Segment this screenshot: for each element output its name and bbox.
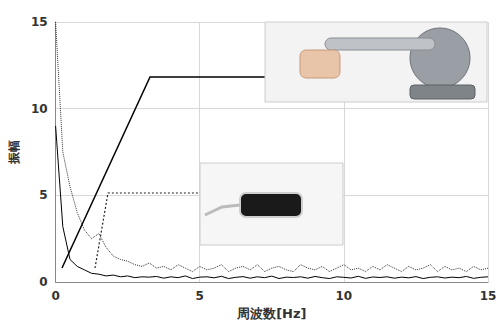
- svg-text:5: 5: [196, 289, 204, 303]
- svg-text:周波数[Hz]: 周波数[Hz]: [236, 306, 306, 321]
- svg-text:5: 5: [39, 188, 47, 202]
- svg-text:0: 0: [51, 289, 59, 303]
- svg-text:10: 10: [31, 102, 48, 116]
- svg-text:15: 15: [480, 289, 497, 303]
- svg-text:15: 15: [31, 15, 48, 29]
- svg-text:振幅: 振幅: [7, 140, 21, 165]
- svg-text:10: 10: [336, 289, 353, 303]
- svg-text:0: 0: [39, 275, 47, 289]
